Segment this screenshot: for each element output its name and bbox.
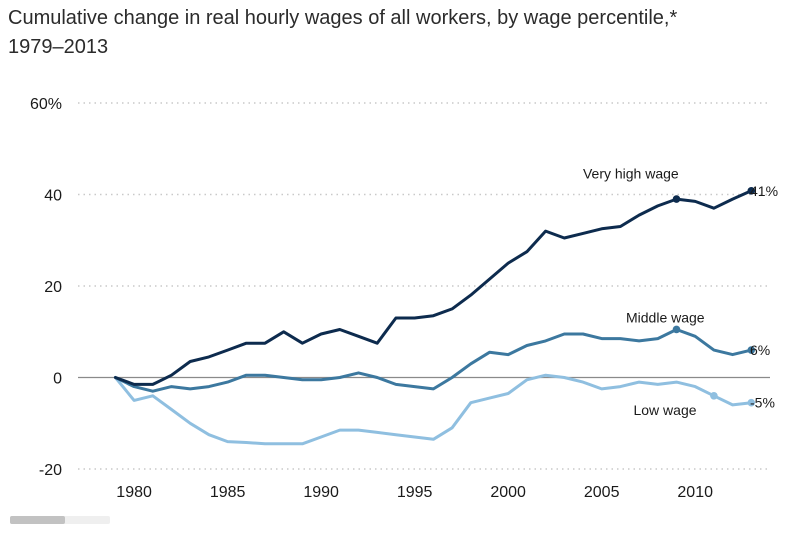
horizontal-scrollbar[interactable] bbox=[10, 516, 110, 524]
series-line bbox=[113, 373, 753, 446]
x-tick-label: 1980 bbox=[116, 484, 152, 501]
chart-title-line-1: Cumulative change in real hourly wages o… bbox=[8, 7, 678, 29]
series-end-value-label: 41% bbox=[750, 183, 778, 199]
y-tick-label: 40 bbox=[44, 188, 62, 205]
x-tick-label: 1990 bbox=[303, 484, 339, 501]
x-tick-label: 2000 bbox=[490, 484, 526, 501]
series-point-marker bbox=[747, 187, 756, 195]
scrollbar-thumb[interactable] bbox=[10, 516, 65, 524]
x-tick-label: 1995 bbox=[397, 484, 433, 501]
series-name-label: Very high wage bbox=[583, 165, 679, 181]
series-point-marker bbox=[747, 346, 756, 354]
series-line bbox=[113, 328, 753, 393]
y-tick-label: 20 bbox=[44, 279, 62, 296]
series-point-marker bbox=[747, 398, 756, 407]
series-end-value-label: 6% bbox=[750, 342, 770, 358]
series-end-value-label: -5% bbox=[750, 395, 775, 411]
series-name-label: Low wage bbox=[633, 402, 696, 418]
y-tick-label: 60% bbox=[30, 96, 62, 113]
series-point-marker bbox=[672, 195, 681, 203]
series-point-marker bbox=[710, 392, 718, 400]
y-tick-label: 0 bbox=[53, 371, 62, 388]
y-tick-label: -20 bbox=[39, 462, 62, 479]
chart-title: Cumulative change in real hourly wages o… bbox=[8, 4, 798, 62]
chart-title-line-2: 1979–2013 bbox=[8, 36, 109, 58]
series-line bbox=[113, 189, 753, 386]
series-name-label: Middle wage bbox=[626, 310, 705, 326]
x-tick-label: 1985 bbox=[210, 484, 246, 501]
series-point-marker bbox=[672, 325, 681, 334]
x-tick-label: 2005 bbox=[584, 484, 620, 501]
x-tick-label: 2010 bbox=[677, 484, 713, 501]
